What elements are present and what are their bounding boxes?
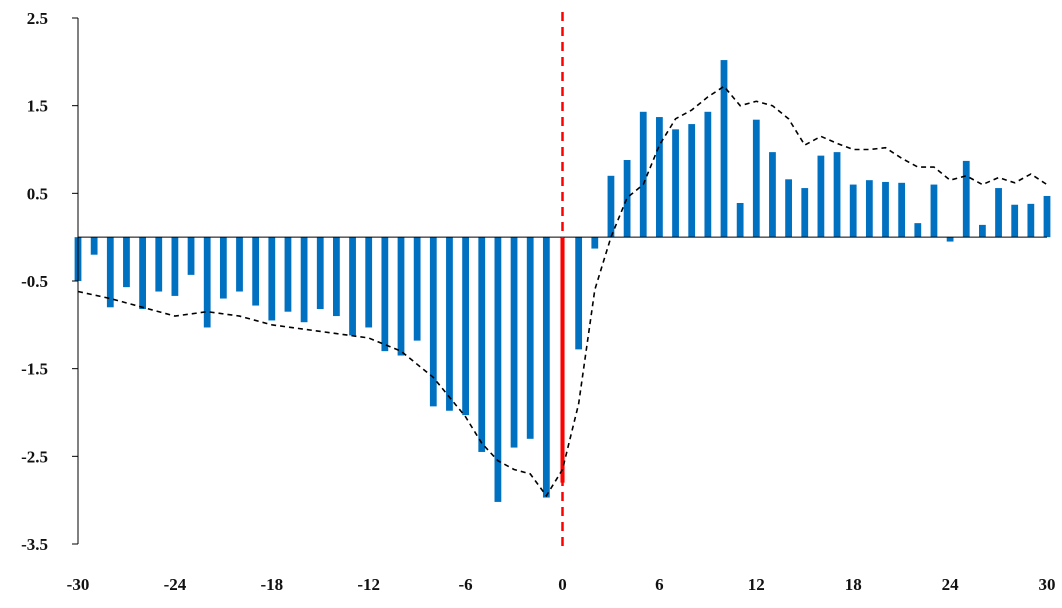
bar-day--27 (123, 237, 130, 288)
bar-day--14 (333, 237, 340, 317)
bar-day-1 (575, 237, 583, 350)
bar-day-10 (720, 60, 728, 238)
bar-day-16 (817, 155, 825, 238)
bar-day-4 (623, 160, 631, 238)
x-tick-label: -18 (260, 575, 283, 594)
bar-day--17 (284, 237, 292, 312)
bar-day--28 (106, 237, 114, 308)
bar-day-8 (688, 124, 696, 238)
bar-day-5 (639, 111, 647, 238)
bar-day--25 (155, 237, 163, 292)
y-tick-label: 2.5 (27, 9, 48, 28)
bar-day-9 (704, 111, 712, 238)
bar-day-6 (656, 117, 663, 238)
x-tick-label: 6 (655, 575, 664, 594)
bar-day--9 (413, 237, 421, 341)
bar-day-15 (801, 188, 809, 238)
x-tick-label: 18 (845, 575, 862, 594)
bar-day--22 (203, 237, 211, 328)
bar-day--21 (219, 237, 227, 299)
bar-day--8 (429, 237, 437, 407)
y-tick-label: -1.5 (21, 360, 48, 379)
bar-day--2 (526, 237, 534, 439)
x-tick-label: -30 (67, 575, 90, 594)
bar-day--23 (187, 237, 195, 275)
bar-day-12 (752, 119, 760, 238)
y-tick-label: 1.5 (27, 97, 48, 116)
x-tick-label: -6 (459, 575, 473, 594)
bar-day-19 (865, 180, 873, 238)
bar-day--4 (494, 237, 502, 502)
bar-day-17 (833, 152, 841, 238)
bar-day--16 (300, 237, 308, 323)
x-tick-label: 12 (748, 575, 765, 594)
bar-day-20 (882, 181, 889, 238)
y-tick-label: -2.5 (21, 447, 48, 466)
bar-day--12 (365, 237, 373, 328)
trend-line-layer (77, 85, 1048, 498)
trend-line (77, 85, 1048, 498)
bar-day-25 (962, 160, 970, 238)
bar-day-3 (607, 175, 615, 238)
bar-day-2 (591, 237, 599, 249)
axes-layer (72, 17, 1047, 545)
bar-day--3 (510, 237, 518, 448)
bar-day-30 (1043, 195, 1051, 238)
bar-day--7 (446, 237, 453, 411)
bar-day--13 (349, 237, 356, 336)
y-tick-label: -0.5 (21, 272, 48, 291)
bar-day--1 (542, 237, 550, 498)
bar-day-7 (672, 129, 679, 238)
bar-day--11 (381, 237, 389, 352)
bar-day-23 (930, 184, 938, 238)
bar-day--6 (462, 237, 469, 416)
bar-day-27 (995, 188, 1002, 238)
bar-day-26 (979, 224, 986, 238)
y-tick-label: 0.5 (27, 184, 48, 203)
bar-day-18 (849, 184, 857, 238)
x-tick-label: 24 (942, 575, 960, 594)
bar-day--24 (171, 237, 179, 296)
bar-day-24 (946, 237, 954, 242)
y-tick-label: -3.5 (21, 535, 48, 554)
bar-day--26 (139, 237, 146, 310)
bar-day--5 (478, 237, 486, 452)
bar-day--15 (316, 237, 324, 310)
bar-day--10 (397, 237, 405, 356)
bar-day-22 (914, 223, 922, 238)
bar-day--20 (236, 237, 243, 292)
bar-day-21 (898, 182, 906, 238)
bar-day-13 (769, 152, 776, 238)
x-tick-label: 0 (558, 575, 567, 594)
bar-day--19 (252, 237, 260, 306)
bar-day-11 (736, 202, 744, 238)
tick-labels-layer: 2.5 1.5 0.5 -0.5 -1.5 -2.5 -3.5 -30 -24 -18 -12 -6 0… (21, 9, 1055, 594)
bar-day--29 (90, 237, 98, 255)
bar-day-14 (785, 179, 792, 238)
x-tick-label: 30 (1039, 575, 1056, 594)
bar-day--18 (268, 237, 276, 321)
x-tick-label: -12 (357, 575, 380, 594)
x-tick-label: -24 (164, 575, 187, 594)
bar-day-29 (1027, 203, 1035, 238)
bar-day-28 (1011, 204, 1019, 238)
